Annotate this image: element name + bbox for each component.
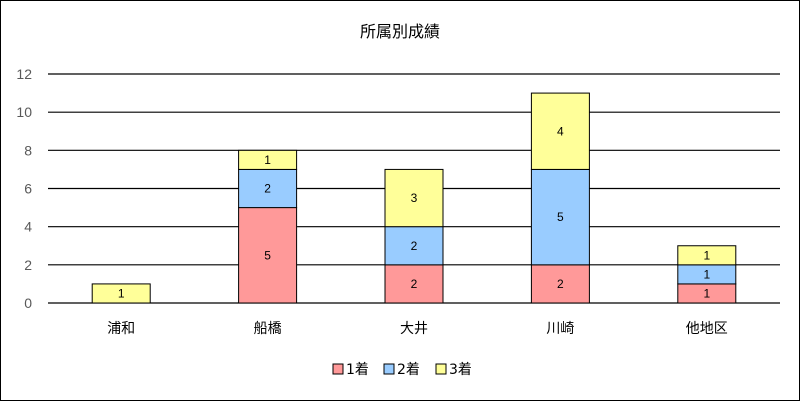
chart-title: 所属別成績 xyxy=(360,22,440,41)
bar-2-series-2 xyxy=(384,168,444,228)
bar-1-series-1 xyxy=(238,168,298,209)
x-category-label-2: 大井 xyxy=(400,321,428,337)
legend-swatch-0 xyxy=(332,363,344,375)
data-label-4-series-1: 1 xyxy=(703,267,710,281)
bar-1-series-2 xyxy=(238,149,298,170)
y-tick-label-2: 2 xyxy=(24,257,32,273)
data-label-3-series-2: 4 xyxy=(557,124,564,138)
bar-3-series-0 xyxy=(530,264,590,304)
y-tick-label-6: 6 xyxy=(24,181,32,197)
legend-label-0: 1着 xyxy=(346,362,369,378)
y-tick-label-4: 4 xyxy=(24,219,32,235)
legend-swatch-2 xyxy=(435,363,447,375)
bar-0-series-2 xyxy=(91,283,151,304)
legend-label-1: 2着 xyxy=(397,362,420,378)
gridlines xyxy=(48,73,780,304)
data-label-3-series-1: 5 xyxy=(557,210,564,224)
bar-1-series-0 xyxy=(238,207,298,304)
data-label-2-series-2: 3 xyxy=(411,191,418,205)
bars: 1 5 2 1 2 2 3 2 5 4 1 1 1 xyxy=(91,92,737,304)
x-category-label-3: 川崎 xyxy=(546,321,574,337)
x-category-label-4: 他地区 xyxy=(686,321,728,337)
legend-label-2: 3着 xyxy=(449,362,472,378)
y-axis-ticks: 0 2 4 6 8 10 12 xyxy=(16,66,32,311)
data-label-2-series-1: 2 xyxy=(411,239,418,253)
bar-2-series-1 xyxy=(384,226,444,266)
data-label-4-series-0: 1 xyxy=(703,286,710,300)
data-label-2-series-0: 2 xyxy=(411,277,418,291)
data-label-3-series-0: 2 xyxy=(557,277,564,291)
legend: 1着 2着 3着 xyxy=(332,362,472,378)
y-tick-label-8: 8 xyxy=(24,142,32,158)
bar-4-series-2 xyxy=(677,245,737,266)
y-tick-label-0: 0 xyxy=(24,295,32,311)
x-category-label-0: 浦和 xyxy=(107,321,135,337)
data-label-0-series-2: 1 xyxy=(118,286,125,300)
legend-swatch-1 xyxy=(383,363,395,375)
bar-3-series-1 xyxy=(530,168,590,266)
data-label-4-series-2: 1 xyxy=(703,248,710,262)
y-tick-label-12: 12 xyxy=(16,66,32,82)
data-label-1-series-0: 5 xyxy=(264,248,271,262)
data-label-1-series-2: 1 xyxy=(264,153,271,167)
x-category-label-1: 船橋 xyxy=(254,321,282,337)
bar-2-series-0 xyxy=(384,264,444,304)
data-label-1-series-1: 2 xyxy=(264,182,271,196)
bar-3-series-2 xyxy=(530,92,590,170)
y-tick-label-10: 10 xyxy=(16,104,32,120)
x-axis-categories: 浦和 船橋 大井 川崎 他地区 xyxy=(107,321,728,337)
